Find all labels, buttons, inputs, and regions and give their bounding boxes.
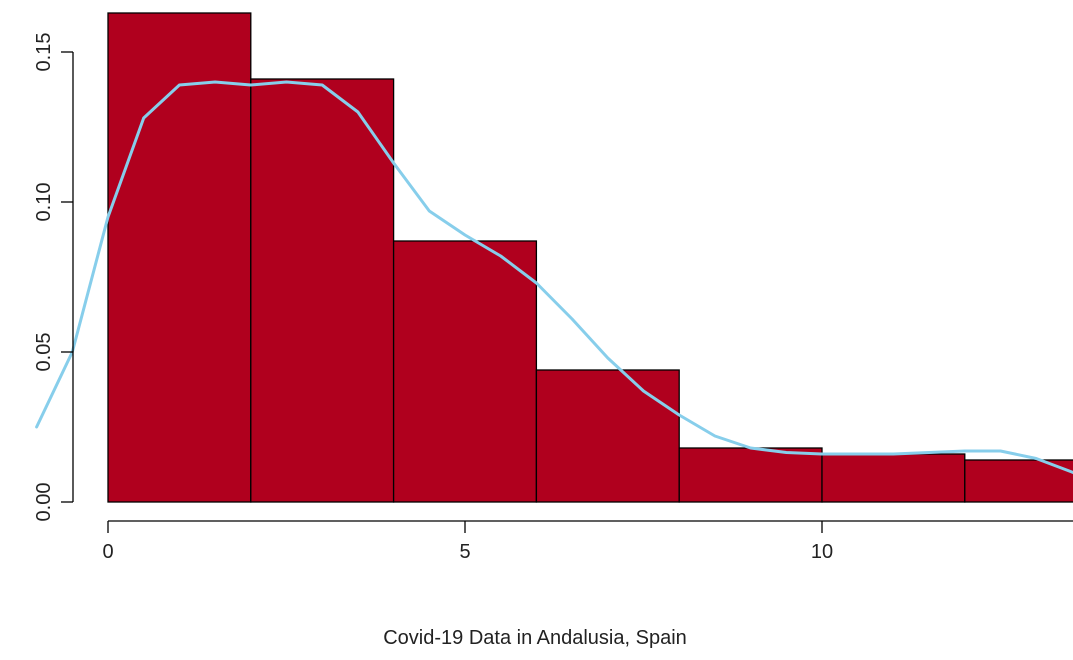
y-tick-label: 0.10: [33, 183, 55, 222]
x-axis: 05101520: [102, 520, 1073, 563]
histogram-bar: [535, 369, 680, 503]
histogram-bar: [392, 240, 538, 503]
x-tick-label: 10: [811, 541, 833, 563]
histogram-bar: [250, 78, 395, 503]
x-tick-label: 5: [459, 541, 470, 563]
y-tick-label: 0.15: [33, 33, 55, 72]
histogram-bar: [107, 12, 252, 503]
y-tick-label: 0.05: [33, 333, 55, 372]
y-axis: 0.00 0.05 0.10 0.15: [33, 33, 74, 522]
x-tick-label: 0: [102, 541, 113, 563]
histogram-bar: [821, 453, 966, 503]
x-axis-label: Covid-19 Data in Andalusia, Spain: [383, 627, 687, 649]
y-tick-label: 0.00: [33, 483, 55, 522]
density-curve: [35, 80, 1073, 475]
histogram-bar: [678, 447, 823, 503]
histogram-bars: [107, 12, 1073, 503]
